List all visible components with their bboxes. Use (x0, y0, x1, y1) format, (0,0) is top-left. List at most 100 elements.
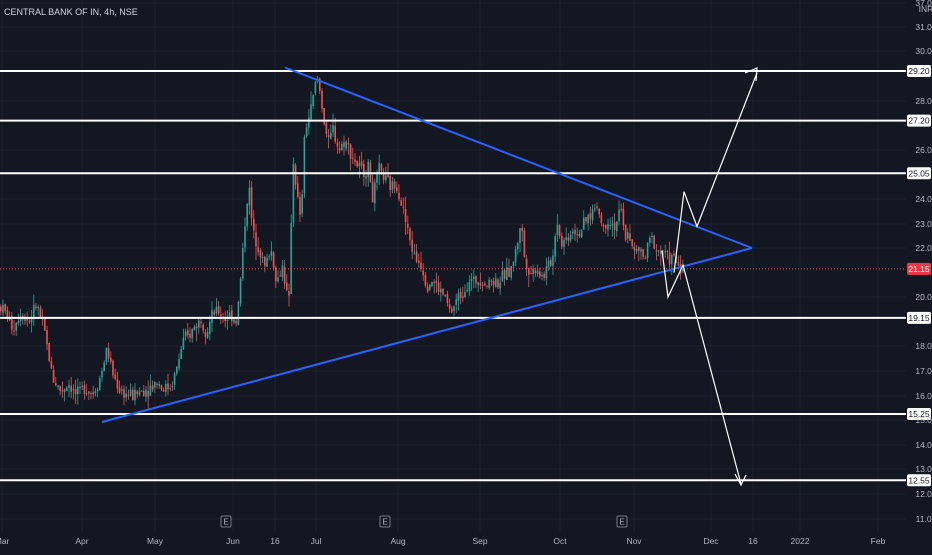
candle-down (231, 310, 233, 322)
candle-down (160, 385, 163, 390)
candle-down (85, 393, 88, 395)
upper-trendline[interactable] (284, 66, 753, 249)
candle-up (583, 217, 585, 230)
candle-up (248, 187, 251, 206)
candle-up (635, 248, 638, 252)
candle-down (44, 318, 46, 331)
time-tick-label: Nov (626, 536, 642, 546)
candle-up (215, 306, 218, 314)
candle-down (382, 172, 385, 180)
candle-up (512, 262, 515, 266)
candle-down (578, 234, 581, 236)
candle-up (376, 172, 378, 183)
candle-down (596, 206, 598, 208)
candle-up (413, 252, 416, 254)
candle-up (96, 389, 99, 391)
candle-down (283, 266, 286, 284)
candle-down (250, 187, 253, 219)
time-tick-label: Jul (311, 536, 322, 546)
candle-up (206, 332, 209, 339)
current-price-label: 21.15 (908, 264, 930, 274)
candle-up (72, 388, 75, 391)
candle-up (301, 194, 303, 214)
bearish-projection[interactable] (661, 250, 742, 485)
candle-up (440, 288, 442, 293)
projection-arrows[interactable] (661, 67, 758, 487)
candle-down (343, 142, 345, 147)
candle-up (378, 162, 380, 174)
candle-down (360, 161, 363, 166)
current-price-badge (907, 262, 931, 275)
candle-up (618, 209, 620, 222)
level-label: 19.15 (908, 313, 930, 323)
candle-up (268, 256, 270, 258)
time-tick-label: May (147, 536, 164, 546)
candle-up (391, 181, 394, 190)
candle-down (50, 361, 53, 369)
level-badge (907, 311, 931, 324)
candle-down (147, 391, 149, 397)
candle-up (239, 278, 242, 304)
candle-down (151, 385, 154, 390)
candle-down (404, 208, 407, 223)
candle-down (371, 181, 374, 203)
candle-down (118, 387, 121, 393)
candle-down (127, 394, 130, 396)
candle-down (380, 164, 383, 172)
lower-trendline[interactable] (101, 247, 753, 423)
candle-up (158, 384, 160, 386)
earnings-marker (379, 515, 391, 528)
candle-up (154, 381, 156, 388)
candle-down (200, 321, 202, 323)
price-tick-label: 22.00 (915, 243, 932, 253)
candle-up (33, 304, 35, 318)
candle-down (660, 251, 662, 254)
level-badge (907, 474, 931, 487)
time-tick-label: Feb (871, 536, 886, 546)
candle-up (37, 307, 39, 309)
candle-up (68, 385, 70, 388)
earnings-marker (616, 515, 628, 528)
candle-up (345, 141, 347, 149)
time-tick-label: Dec (703, 536, 719, 546)
candle-down (224, 319, 226, 321)
trendlines[interactable] (101, 66, 753, 423)
candle-up (649, 237, 651, 243)
candle-down (620, 208, 622, 210)
candle-up (499, 282, 501, 289)
candle-down (633, 246, 636, 251)
candle-up (15, 323, 17, 331)
candle-down (409, 228, 411, 241)
candle-down (195, 326, 198, 329)
candle-up (129, 389, 132, 396)
time-tick-label: 16 (748, 536, 758, 546)
price-axis[interactable]: 11.00 12.00 13.00 14.00 15.00 16.00 17.00 18.00… (915, 0, 932, 524)
candle-down (497, 279, 499, 288)
candle-up (563, 239, 565, 248)
candle-down (567, 237, 570, 241)
earnings-marker-label: E (223, 518, 228, 527)
horizontal-levels[interactable]: 29.20 27.20 25.05 19.15 15.25 12.55 21.15 (0, 65, 931, 487)
candle-down (622, 208, 625, 226)
candle-up (444, 295, 446, 297)
candle-up (464, 291, 466, 298)
level-label: 25.05 (908, 168, 930, 178)
candle-down (55, 383, 57, 386)
candle-down (486, 285, 488, 287)
candle-up (193, 326, 196, 331)
candle-down (561, 235, 563, 247)
candle-down (321, 90, 323, 109)
candle-down (70, 385, 72, 392)
time-axis[interactable]: Mar Apr May Jun 16 Jul Aug Sep Oct Nov Dec 16 2022 Fe… (0, 536, 886, 546)
level-label: 12.55 (908, 475, 930, 485)
candle-down (459, 292, 462, 298)
candle-up (103, 362, 105, 372)
candle-up (173, 373, 176, 385)
candle-down (4, 304, 6, 311)
price-tick-label: 30.00 (915, 46, 932, 56)
bullish-projection[interactable] (673, 72, 758, 273)
candle-down (605, 224, 607, 229)
candle-up (587, 214, 589, 223)
